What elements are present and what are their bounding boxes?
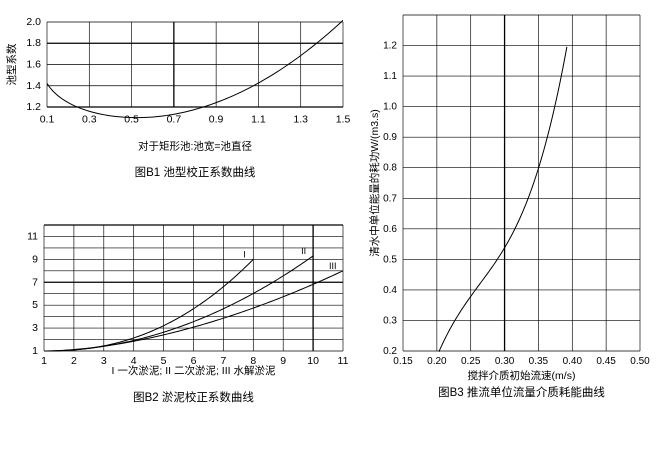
svg-text:1.3: 1.3 [293,113,308,125]
svg-text:0.7: 0.7 [167,113,182,125]
svg-text:0.5: 0.5 [383,254,397,265]
svg-text:5: 5 [32,299,38,311]
svg-text:9: 9 [32,253,38,265]
svg-text:1.6: 1.6 [26,59,41,71]
svg-text:0.15: 0.15 [393,356,413,367]
svg-text:1.0: 1.0 [383,102,397,113]
svg-text:搅拌介质初始流速(m/s): 搅拌介质初始流速(m/s) [468,369,576,382]
svg-text:1.5: 1.5 [336,113,351,125]
svg-text:1.4: 1.4 [26,80,41,92]
svg-text:0.40: 0.40 [563,356,583,367]
svg-text:II: II [301,246,306,256]
svg-text:2.0: 2.0 [26,16,41,28]
svg-text:对于矩形池:池宽=池直径: 对于矩形池:池宽=池直径 [138,140,253,153]
svg-text:0.3: 0.3 [383,316,397,327]
svg-text:0.8: 0.8 [383,163,397,174]
svg-text:I 一次淤泥; II 二次淤泥; III 水解淤泥: I 一次淤泥; II 二次淤泥; III 水解淤泥 [112,364,276,377]
svg-text:0.6: 0.6 [383,224,397,235]
svg-text:III: III [329,261,337,271]
svg-text:1.8: 1.8 [26,37,41,49]
svg-text:1.1: 1.1 [251,113,266,125]
svg-text:2: 2 [71,355,77,367]
svg-text:0.4: 0.4 [383,285,397,296]
svg-text:10: 10 [307,355,319,367]
svg-text:9: 9 [280,355,286,367]
svg-text:0.20: 0.20 [427,356,447,367]
svg-text:0.5: 0.5 [124,113,139,125]
svg-text:1.2: 1.2 [26,101,41,113]
svg-text:3: 3 [32,322,38,334]
svg-text:0.9: 0.9 [209,113,224,125]
svg-text:图B3 推流单位流量介质耗能曲线: 图B3 推流单位流量介质耗能曲线 [438,385,605,399]
svg-text:11: 11 [27,231,38,243]
svg-text:3: 3 [101,355,107,367]
svg-text:7: 7 [32,276,38,288]
svg-text:11: 11 [338,355,349,367]
svg-text:池型系数: 池型系数 [5,43,18,85]
svg-text:1: 1 [41,355,47,367]
svg-text:0.50: 0.50 [630,356,650,367]
svg-text:1: 1 [32,345,38,357]
svg-text:0.45: 0.45 [596,356,616,367]
svg-text:0.7: 0.7 [383,193,397,204]
svg-text:0.25: 0.25 [461,356,481,367]
svg-text:1.2: 1.2 [383,41,397,52]
svg-text:I: I [243,249,246,259]
svg-text:0.3: 0.3 [82,113,97,125]
svg-text:0.35: 0.35 [529,356,549,367]
svg-text:清水中单位能量的耗功W/(m3.s): 清水中单位能量的耗功W/(m3.s) [368,109,381,257]
svg-text:图B2 淤泥校正系数曲线: 图B2 淤泥校正系数曲线 [133,390,254,404]
svg-text:0.30: 0.30 [495,356,515,367]
svg-text:0.9: 0.9 [383,132,397,143]
svg-text:1.1: 1.1 [383,71,397,82]
svg-text:图B1 池型校正系数曲线: 图B1 池型校正系数曲线 [135,165,256,179]
svg-text:0.1: 0.1 [40,113,55,125]
